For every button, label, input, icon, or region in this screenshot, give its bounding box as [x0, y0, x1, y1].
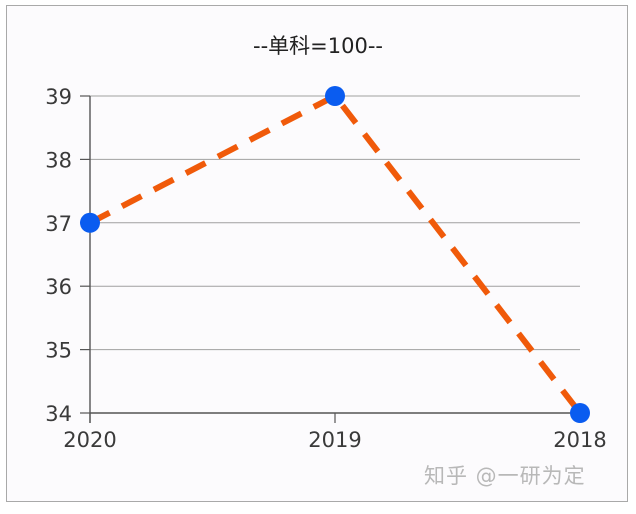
x-axis-labels: 2020 2019 2018 — [63, 428, 606, 452]
x-tick-label: 2019 — [308, 428, 361, 452]
series-line — [88, 92, 583, 415]
data-point-marker — [570, 403, 590, 423]
y-axis-labels: 34 35 36 37 38 39 — [45, 85, 72, 426]
data-series — [80, 86, 590, 423]
axes — [80, 95, 581, 423]
chart-frame — [6, 5, 628, 502]
chart-title: --单科=100-- — [253, 34, 383, 58]
gridlines — [90, 95, 580, 351]
y-tick-label: 35 — [45, 339, 72, 363]
x-tick-label: 2020 — [63, 428, 116, 452]
y-tick-label: 39 — [45, 85, 72, 109]
x-tick-label: 2018 — [553, 428, 606, 452]
y-tick-label: 38 — [45, 148, 72, 172]
data-point-marker — [325, 86, 345, 106]
y-tick-label: 36 — [45, 275, 72, 299]
data-point-marker — [80, 212, 100, 233]
y-tick-label: 37 — [45, 212, 72, 236]
y-tick-label: 34 — [45, 402, 72, 426]
watermark: 知乎 @一研为定 — [424, 464, 586, 488]
